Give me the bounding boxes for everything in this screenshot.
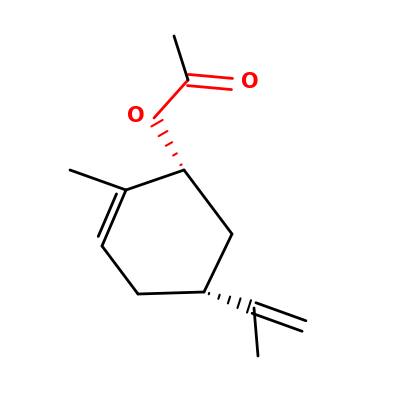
Text: O: O (241, 72, 259, 92)
Text: O: O (127, 106, 145, 126)
